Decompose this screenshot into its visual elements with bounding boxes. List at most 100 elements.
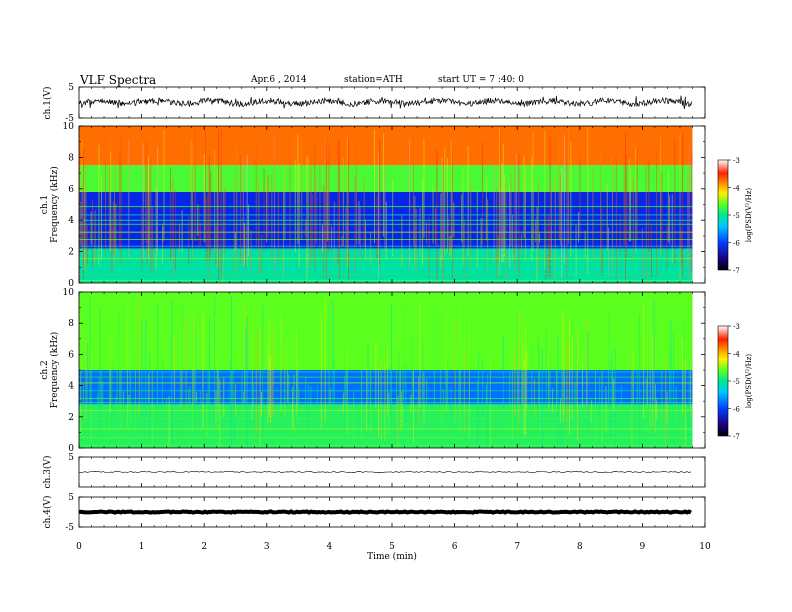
psd-streak bbox=[236, 145, 238, 272]
ch2-spectrogram-heatmap bbox=[79, 292, 693, 448]
psd-streak bbox=[288, 373, 290, 413]
psd-streak bbox=[599, 376, 600, 412]
psd-streak bbox=[545, 327, 547, 411]
psd-streak bbox=[370, 326, 372, 435]
x-tick-label: 0 bbox=[76, 542, 82, 552]
psd-streak bbox=[101, 177, 102, 260]
psd-streak bbox=[259, 326, 261, 447]
psd-line bbox=[79, 273, 693, 275]
psd-streak bbox=[558, 135, 560, 241]
psd-streak bbox=[147, 155, 149, 259]
psd-streak bbox=[214, 150, 216, 251]
ch2-spectrogram-ylabel: Frequency (kHz) bbox=[49, 332, 60, 409]
psd-streak bbox=[536, 206, 538, 282]
psd-streak bbox=[615, 156, 617, 282]
psd-streak bbox=[138, 296, 140, 414]
psd-line bbox=[79, 417, 693, 419]
psd-streak bbox=[307, 155, 309, 269]
psd-streak bbox=[537, 339, 539, 434]
ch4-waveform-ylabel: ch.4(V) bbox=[42, 496, 53, 529]
psd-streak bbox=[248, 204, 249, 256]
ch2-spectrogram-colorbar bbox=[717, 325, 729, 437]
colorbar-tick-label: -6 bbox=[733, 406, 740, 414]
ch3-waveform-ylabel: ch.3(V) bbox=[42, 456, 53, 489]
psd-line bbox=[79, 206, 693, 208]
colorbar-tick-label: -5 bbox=[733, 212, 740, 220]
y-tick-label: 5 bbox=[68, 83, 74, 93]
psd-streak bbox=[253, 384, 255, 423]
colorbar-tick-label: -3 bbox=[733, 157, 740, 165]
psd-streak bbox=[463, 220, 465, 281]
psd-streak bbox=[258, 180, 260, 276]
psd-streak bbox=[608, 313, 609, 404]
psd-streak bbox=[630, 169, 632, 242]
psd-streak bbox=[623, 155, 625, 245]
psd-streak bbox=[224, 189, 226, 254]
station-label: station=ATH bbox=[344, 75, 403, 85]
psd-streak bbox=[531, 155, 533, 262]
psd-streak bbox=[94, 210, 96, 263]
psd-streak bbox=[292, 387, 294, 428]
psd-streak bbox=[82, 383, 84, 421]
psd-streak bbox=[537, 182, 539, 275]
psd-streak bbox=[505, 181, 507, 281]
psd-streak bbox=[632, 178, 634, 265]
psd-streak bbox=[670, 319, 672, 403]
psd-streak bbox=[422, 178, 424, 266]
psd-streak bbox=[651, 224, 652, 277]
psd-streak bbox=[284, 343, 286, 417]
psd-streak bbox=[157, 303, 158, 424]
psd-streak bbox=[145, 141, 147, 244]
psd-streak bbox=[361, 334, 362, 438]
psd-streak bbox=[410, 394, 412, 413]
psd-line bbox=[79, 398, 693, 399]
psd-streak bbox=[504, 174, 505, 257]
psd-streak bbox=[535, 219, 537, 243]
ch1-spectrogram-colorbar-label: log(PSD(V²/Hz) bbox=[745, 188, 753, 243]
psd-streak bbox=[493, 164, 495, 263]
psd-streak bbox=[413, 368, 414, 443]
chart-title: VLF Spectra bbox=[80, 73, 157, 87]
psd-streak bbox=[397, 395, 399, 448]
psd-streak bbox=[612, 345, 613, 406]
psd-streak bbox=[501, 162, 503, 263]
psd-streak bbox=[353, 392, 355, 443]
y-tick-label: -5 bbox=[65, 523, 74, 533]
psd-streak bbox=[268, 318, 270, 417]
psd-streak bbox=[301, 139, 303, 240]
y-tick-label: 6 bbox=[68, 185, 74, 195]
psd-streak bbox=[341, 235, 343, 248]
y-tick-label: 10 bbox=[63, 288, 75, 298]
psd-streak bbox=[575, 340, 577, 445]
psd-streak bbox=[666, 391, 668, 425]
psd-streak bbox=[233, 176, 235, 279]
psd-streak bbox=[99, 309, 101, 438]
psd-line bbox=[79, 245, 693, 247]
psd-streak bbox=[250, 230, 252, 274]
psd-streak bbox=[515, 153, 517, 257]
psd-streak bbox=[385, 201, 387, 259]
psd-streak bbox=[614, 346, 616, 447]
colorbar-tick-label: -6 bbox=[733, 240, 740, 248]
psd-streak bbox=[514, 165, 516, 273]
psd-streak bbox=[196, 392, 197, 402]
psd-streak bbox=[454, 318, 456, 422]
psd-streak bbox=[82, 148, 84, 280]
psd-streak bbox=[387, 346, 388, 415]
psd-streak bbox=[575, 225, 577, 277]
psd-streak bbox=[128, 138, 130, 259]
psd-streak bbox=[574, 383, 576, 409]
psd-streak bbox=[621, 385, 622, 406]
psd-line bbox=[79, 279, 693, 281]
psd-streak bbox=[219, 378, 221, 447]
psd-streak bbox=[674, 139, 676, 265]
psd-streak bbox=[218, 363, 219, 429]
psd-streak bbox=[333, 201, 335, 266]
psd-streak bbox=[684, 357, 686, 446]
psd-line bbox=[79, 258, 693, 260]
psd-streak bbox=[579, 157, 581, 238]
psd-streak bbox=[396, 300, 398, 426]
x-tick-label: 1 bbox=[139, 542, 145, 552]
psd-streak bbox=[489, 359, 491, 448]
psd-streak bbox=[173, 336, 175, 403]
